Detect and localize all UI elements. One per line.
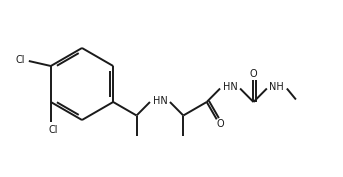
Text: HN: HN bbox=[153, 96, 167, 106]
Text: O: O bbox=[217, 119, 225, 129]
Text: O: O bbox=[250, 69, 257, 79]
Text: HN: HN bbox=[223, 82, 237, 93]
Text: Cl: Cl bbox=[48, 125, 58, 135]
Text: NH: NH bbox=[270, 82, 284, 93]
Text: Cl: Cl bbox=[15, 55, 25, 65]
